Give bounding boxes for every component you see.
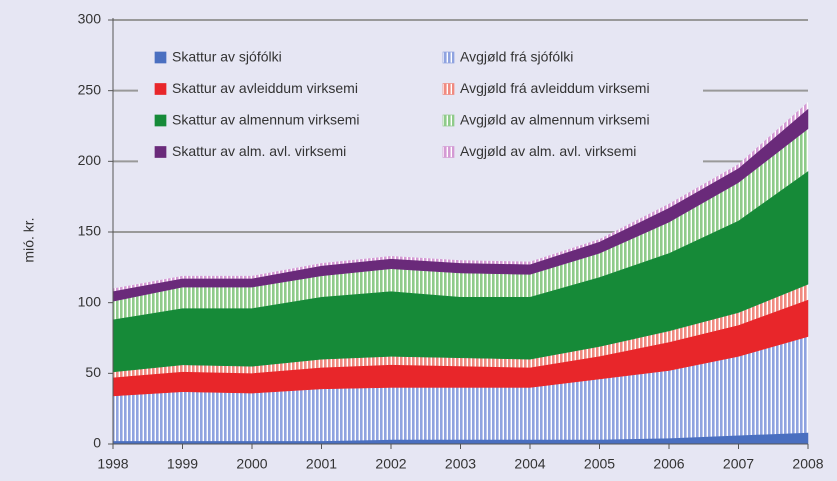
legend-label: Avgjøld av almennum virksemi [460,112,650,128]
x-tick-label: 2002 [375,456,406,472]
legend-label: Avgjøld frá sjófólki [460,49,573,65]
x-tick-label: 2001 [306,456,337,472]
x-tick-label: 2007 [723,456,754,472]
legend-label: Avgjøld frá avleiddum virksemi [460,80,650,96]
legend-label: Skattur av almennum virksemi [172,112,360,128]
legend-swatch [154,114,167,127]
y-tick-label: 150 [78,223,102,239]
y-tick-label: 50 [85,364,101,380]
x-tick-label: 2006 [653,456,684,472]
legend-swatch [154,146,167,158]
x-tick-label: 2004 [514,456,545,472]
legend-label: Skattur av sjófólki [172,49,282,65]
y-axis-label: mió. kr. [21,217,37,262]
y-tick-label: 250 [78,81,102,97]
legend-label: Skattur av alm. avl. virksemi [172,143,346,159]
x-tick-label: 2000 [236,456,267,472]
x-tick-label: 2008 [792,456,823,472]
legend-box [138,40,703,170]
legend-label: Avgjøld av alm. avl. virksemi [460,143,636,159]
legend-swatch [442,114,455,127]
x-tick-label: 1999 [167,456,198,472]
x-tick-label: 2003 [445,456,476,472]
legend-swatch [442,146,455,158]
area [113,336,808,442]
y-tick-label: 100 [78,293,102,309]
x-tick-label: 1998 [97,456,128,472]
legend-swatch [442,51,455,64]
legend-swatch [442,83,455,95]
y-tick-label: 0 [93,435,101,451]
y-tick-label: 200 [78,152,102,168]
legend-swatch [154,51,167,64]
legend-label: Skattur av avleiddum virksemi [172,80,358,96]
x-tick-label: 2005 [584,456,615,472]
legend-swatch [154,83,167,95]
y-tick-label: 300 [78,11,102,27]
area [113,128,808,320]
